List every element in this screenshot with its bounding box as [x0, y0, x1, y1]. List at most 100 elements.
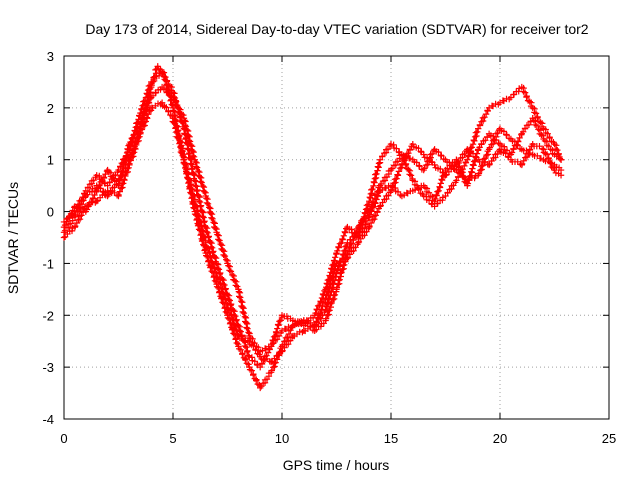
x-tick-labels: 0 5 10 15 20 25: [60, 431, 616, 446]
y-tick-labels: 3 2 1 0 -1 -2 -3 -4: [42, 49, 54, 427]
data-point: [551, 166, 558, 174]
series-trace: [224, 305, 241, 338]
series-trace: [432, 164, 447, 176]
series-trace: [520, 118, 534, 135]
series-trace: [281, 313, 294, 322]
series-trace: [302, 323, 317, 335]
data-point: [464, 156, 471, 163]
series-trace: [344, 241, 361, 261]
series-trace: [94, 188, 109, 204]
series-trace: [291, 318, 305, 328]
y-tick-label: 0: [47, 205, 54, 220]
data-point: [557, 172, 565, 179]
series-trace: [236, 345, 252, 368]
series-trace: [530, 143, 546, 152]
y-axis-label: SDTVAR / TECUs: [5, 182, 21, 294]
series-trace: [433, 148, 447, 163]
series-trace: [84, 199, 99, 210]
series-trace: [434, 194, 447, 207]
series-trace: [138, 95, 154, 125]
series-trace: [552, 169, 562, 177]
series-trace: [258, 370, 273, 390]
series-trace: [421, 184, 436, 204]
series-trace: [399, 143, 415, 168]
series-trace: [149, 100, 164, 112]
series-trace: [421, 154, 436, 166]
data-series: [60, 63, 565, 392]
series-trace: [192, 178, 209, 230]
data-point: [464, 146, 471, 153]
series-trace: [553, 163, 563, 171]
series-trace: [379, 142, 394, 160]
series-trace: [322, 262, 339, 302]
series-trace: [322, 288, 340, 322]
series-trace: [291, 328, 306, 340]
series-trace: [138, 82, 154, 113]
series-trace: [378, 167, 393, 188]
y-tick-label: 3: [47, 49, 54, 64]
series-trace: [520, 84, 535, 110]
x-tick-label: 0: [60, 431, 67, 446]
series-trace: [160, 85, 175, 100]
series-trace: [423, 193, 436, 208]
series-trace: [302, 314, 317, 328]
series-trace: [366, 205, 382, 230]
series-trace: [268, 314, 286, 348]
series-trace: [400, 188, 414, 199]
data-point: [431, 161, 438, 169]
series-trace: [105, 168, 120, 188]
series-trace: [72, 205, 88, 230]
series-trace: [498, 127, 513, 142]
series-trace: [180, 159, 199, 203]
data-point: [496, 146, 504, 153]
y-tick-label: -1: [42, 256, 54, 271]
series-trace: [476, 107, 491, 129]
series-trace: [106, 168, 121, 186]
series-trace: [202, 242, 219, 276]
series-trace: [542, 126, 557, 146]
series-trace: [443, 162, 458, 178]
chart-title: Day 173 of 2014, Sidereal Day-to-day VTE…: [85, 21, 588, 37]
series-trace: [160, 69, 175, 94]
series-trace: [377, 189, 394, 209]
series-trace: [269, 349, 283, 365]
series-trace: [311, 299, 329, 328]
series-trace: [540, 149, 557, 172]
y-tick-label: 1: [47, 153, 54, 168]
series-trace: [236, 334, 252, 344]
data-point: [409, 140, 416, 148]
series-trace: [355, 225, 372, 245]
series-trace: [203, 194, 220, 233]
series-trace: [553, 153, 563, 161]
series-trace: [126, 133, 143, 167]
series-trace: [498, 142, 513, 157]
series-trace: [510, 85, 523, 98]
series-trace: [169, 118, 188, 162]
series-trace: [488, 100, 502, 110]
series-trace: [476, 133, 491, 151]
series-trace: [453, 147, 470, 168]
series-trace: [411, 158, 426, 173]
data-point: [442, 172, 449, 179]
series-trace: [191, 201, 210, 245]
x-tick-label: 10: [275, 431, 289, 446]
series-trace: [225, 262, 241, 290]
x-axis-label: GPS time / hours: [283, 457, 390, 473]
data-point: [557, 156, 565, 163]
series-trace: [366, 189, 383, 218]
series-trace: [475, 148, 492, 177]
series-trace: [159, 102, 176, 120]
x-tick-label: 5: [169, 431, 176, 446]
series-trace: [235, 288, 253, 337]
series-trace: [312, 287, 328, 317]
series-trace: [150, 69, 163, 83]
series-track-4: [60, 99, 565, 366]
y-tick-label: -3: [42, 360, 54, 375]
series-trace: [213, 273, 230, 307]
series-trace: [192, 158, 209, 196]
series-trace: [486, 147, 503, 168]
series-trace: [214, 231, 231, 265]
series-trace: [531, 105, 546, 131]
series-trace: [334, 256, 350, 267]
series-trace: [346, 225, 360, 240]
